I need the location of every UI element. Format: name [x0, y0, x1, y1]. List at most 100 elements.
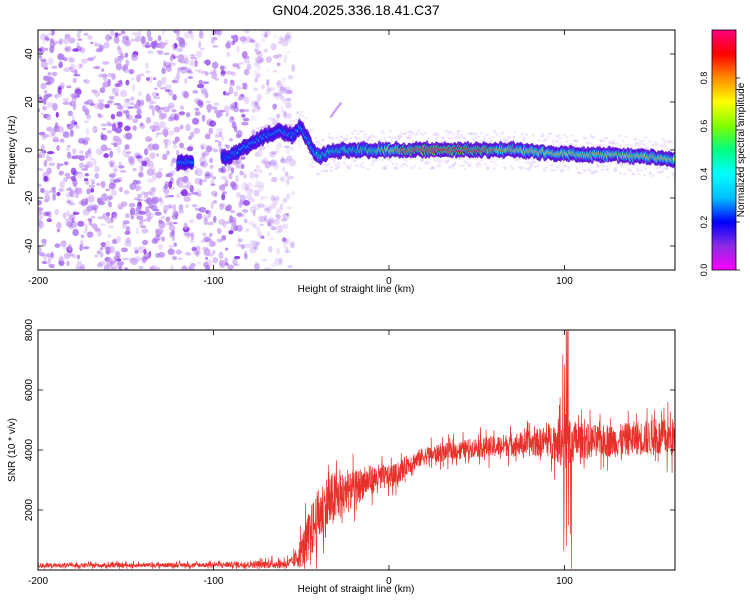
noise-blob: [105, 197, 112, 203]
noise-blob: [116, 128, 121, 133]
noise-blob: [76, 42, 80, 50]
noise-blob: [249, 245, 257, 254]
noise-blob: [183, 57, 189, 65]
noise-blob: [181, 42, 186, 49]
noise-blob: [132, 125, 137, 131]
halo-blob: [342, 139, 346, 142]
noise-blob: [229, 138, 233, 142]
snr-series-line: [38, 330, 675, 569]
halo-blob: [443, 159, 447, 163]
halo-blob: [454, 135, 458, 139]
noise-blob: [47, 57, 54, 66]
noise-blob: [38, 212, 44, 220]
noise-blob: [70, 221, 78, 229]
noise-blob: [41, 133, 49, 138]
noise-blob: [62, 57, 68, 62]
spectrogram-x-label: Height of straight line (km): [298, 284, 415, 295]
noise-blob: [228, 115, 235, 124]
halo-blob: [408, 136, 412, 139]
noise-blob: [190, 56, 198, 60]
noise-blob: [54, 208, 60, 216]
noise-blob: [280, 37, 288, 41]
noise-blob: [49, 189, 56, 193]
noise-blob: [139, 73, 145, 77]
halo-blob: [642, 174, 646, 177]
halo-blob: [657, 170, 661, 174]
noise-blob: [76, 32, 81, 39]
noise-blob: [190, 232, 195, 240]
halo-blob: [381, 166, 385, 170]
noise-blob: [141, 239, 149, 246]
halo-blob: [575, 166, 579, 169]
halo-blob: [336, 164, 340, 167]
halo-blob: [335, 136, 339, 140]
noise-blob: [226, 40, 232, 49]
spectrogram-marks: [38, 30, 675, 270]
halo-blob: [380, 158, 384, 162]
noise-blob: [275, 247, 281, 255]
noise-blob: [54, 243, 61, 248]
halo-blob: [607, 141, 611, 145]
noise-blob: [259, 57, 265, 62]
noise-blob: [240, 244, 246, 250]
noise-blob: [232, 63, 237, 68]
noise-blob: [67, 200, 71, 204]
noise-blob: [203, 59, 211, 65]
noise-blob: [137, 193, 143, 199]
halo-blob: [515, 158, 519, 161]
halo-blob: [505, 140, 509, 143]
halo-blob: [423, 132, 427, 135]
colorbar-tick-label: 0.4: [699, 168, 709, 181]
halo-blob: [612, 141, 616, 145]
noise-blob: [133, 247, 141, 251]
noise-blob: [71, 253, 77, 259]
halo-blob: [619, 163, 623, 167]
noise-blob: [131, 53, 139, 62]
halo-blob: [664, 145, 668, 148]
noise-blob: [64, 33, 71, 40]
halo-blob: [527, 161, 531, 164]
noise-blob: [200, 145, 205, 150]
halo-blob: [665, 167, 669, 170]
noise-blob: [185, 123, 191, 132]
noise-blob: [166, 172, 173, 178]
noise-blob: [242, 117, 250, 122]
noise-blob: [195, 168, 203, 177]
halo-blob: [668, 140, 672, 143]
halo-blob: [605, 168, 609, 171]
noise-blob: [170, 161, 174, 167]
noise-blob: [145, 116, 152, 124]
halo-blob: [308, 163, 312, 166]
noise-blob: [44, 89, 48, 94]
noise-blob: [280, 175, 286, 183]
noise-blob: [85, 197, 89, 205]
noise-blob: [252, 203, 259, 210]
halo-blob: [342, 137, 346, 140]
noise-blob: [155, 252, 160, 258]
noise-blob: [117, 121, 123, 129]
halo-blob: [605, 164, 609, 168]
halo-blob: [447, 136, 451, 140]
noise-blob: [279, 83, 284, 90]
noise-blob: [116, 104, 123, 110]
noise-blob: [114, 83, 121, 88]
noise-blob: [239, 170, 244, 176]
noise-blob: [84, 173, 90, 177]
halo-blob: [310, 128, 314, 131]
halo-blob: [520, 165, 524, 169]
noise-blob: [265, 91, 269, 95]
noise-blob: [128, 68, 135, 75]
noise-blob: [69, 101, 73, 106]
noise-blob: [260, 195, 264, 200]
halo-blob: [492, 167, 496, 170]
noise-blob: [46, 218, 52, 223]
colorbar-label: Normalized spectral amplitude: [736, 82, 747, 217]
noise-blob: [90, 187, 95, 193]
halo-blob: [359, 130, 363, 133]
halo-blob: [362, 166, 366, 169]
noise-blob: [273, 218, 280, 225]
noise-blob: [228, 230, 234, 235]
noise-blob: [157, 243, 164, 250]
halo-blob: [480, 159, 484, 162]
halo-blob: [605, 136, 609, 140]
